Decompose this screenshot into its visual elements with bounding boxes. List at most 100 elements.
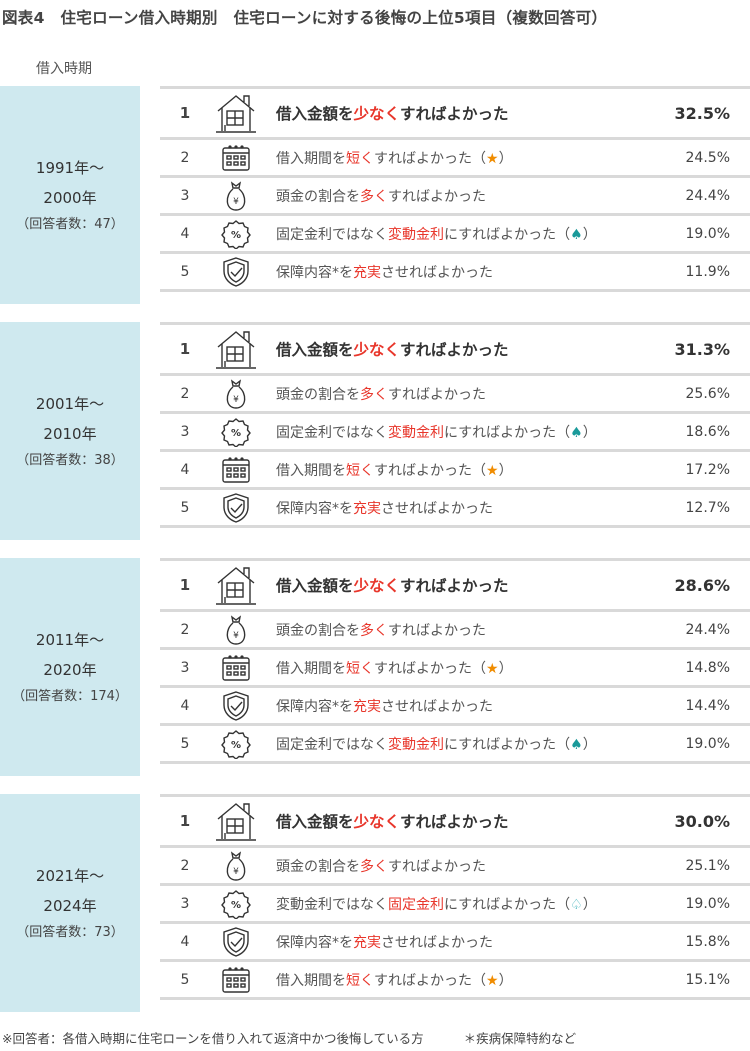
highlight-text: 多く <box>360 386 388 403</box>
item-text: 頭金の割合を <box>276 386 360 403</box>
period-end: 2020年 <box>43 661 97 679</box>
percentage: 17.2% <box>685 461 730 478</box>
item-text: すればよかった <box>388 188 486 205</box>
highlight-text: 多く <box>360 858 388 875</box>
item-text: 借入期間を <box>276 972 346 989</box>
item-text: させればよかった <box>381 698 493 715</box>
table-row: 3 % 変動金利ではなく固定金利にすればよかった（♤） 19.0% <box>160 886 750 924</box>
percentage: 32.5% <box>674 103 730 123</box>
rank: 5 <box>180 971 190 988</box>
percentage: 28.6% <box>674 575 730 595</box>
item-text: 借入金額を <box>276 341 354 359</box>
ranking-rows: 1 借入金額を少なくすればよかった 31.3% 2 ¥ 頭金の割合を多くすればよか… <box>160 322 750 528</box>
figure-title: 図表4 住宅ローン借入時期別 住宅ローンに対する後悔の上位5項目（複数回答可） <box>2 9 608 27</box>
regret-item: 固定金利ではなく変動金利にすればよかった（♠） <box>262 422 660 442</box>
table-row: 2 借入期間を短くすればよかった（★） 24.5% <box>160 140 750 178</box>
calendar-icon <box>210 456 262 484</box>
shield-check-icon <box>210 926 262 958</box>
money-bag-icon: ¥ <box>210 614 262 646</box>
money-bag-icon: ¥ <box>210 180 262 212</box>
percentage: 24.4% <box>685 187 730 204</box>
percentage: 31.3% <box>674 339 730 359</box>
rank: 2 <box>180 857 190 874</box>
table-row: 3 借入期間を短くすればよかった（★） 14.8% <box>160 650 750 688</box>
rank: 5 <box>180 735 190 752</box>
item-text: ） <box>498 660 513 677</box>
item-text: すればよかった <box>388 622 486 639</box>
highlight-text: 変動金利 <box>388 736 444 753</box>
ranking-rows: 1 借入金額を少なくすればよかった 30.0% 2 ¥ 頭金の割合を多くすればよか… <box>160 794 750 1000</box>
regret-item: 借入期間を短くすればよかった（★） <box>262 148 660 168</box>
item-text: すればよかった（ <box>374 660 486 677</box>
period-column-header: 借入時期 <box>36 61 92 77</box>
item-text: すればよかった <box>400 341 509 359</box>
table-row: 5 保障内容*を充実させればよかった 12.7% <box>160 490 750 528</box>
item-text: 借入金額を <box>276 813 354 831</box>
star-icon: ★ <box>486 972 499 989</box>
percent-badge-icon: % <box>210 417 262 447</box>
money-bag-icon: ¥ <box>210 850 262 882</box>
item-text: させればよかった <box>381 934 493 951</box>
rank: 2 <box>180 385 190 402</box>
respondent-count: （回答者数：47） <box>16 217 124 232</box>
highlight-text: 少なく <box>353 341 401 359</box>
item-text: 保障内容*を <box>276 500 353 517</box>
svg-text:%: % <box>231 740 241 751</box>
rank: 5 <box>180 263 190 280</box>
rank: 3 <box>180 895 190 912</box>
item-text: にすればよかった（ <box>444 226 571 243</box>
table-row: 4 借入期間を短くすればよかった（★） 17.2% <box>160 452 750 490</box>
regret-item: 借入金額を少なくすればよかった <box>262 810 660 832</box>
period-label: 2001年～ 2010年 （回答者数：38） <box>0 322 140 540</box>
period-start: 2011年～ <box>35 631 105 649</box>
period-end: 2000年 <box>43 189 97 207</box>
item-text: ） <box>498 150 513 167</box>
regret-item: 借入期間を短くすればよかった（★） <box>262 460 660 480</box>
item-text: 固定金利ではなく <box>276 226 388 243</box>
percentage: 18.6% <box>685 423 730 440</box>
spade-icon: ♠ <box>570 736 583 753</box>
item-text: すればよかった（ <box>374 150 486 167</box>
star-icon: ★ <box>486 462 499 479</box>
percentage: 12.7% <box>685 499 730 516</box>
table-row: 3 ¥ 頭金の割合を多くすればよかった 24.4% <box>160 178 750 216</box>
item-text: 変動金利ではなく <box>276 896 388 913</box>
item-text: すればよかった <box>400 105 509 123</box>
item-text: させればよかった <box>381 500 493 517</box>
highlight-text: 短く <box>346 462 374 479</box>
rank: 1 <box>179 104 191 122</box>
svg-text:%: % <box>231 230 241 241</box>
regret-item: 固定金利ではなく変動金利にすればよかった（♠） <box>262 224 660 244</box>
regret-item: 借入金額を少なくすればよかった <box>262 338 660 360</box>
svg-text:¥: ¥ <box>233 867 239 877</box>
table-row: 2 ¥ 頭金の割合を多くすればよかった 24.4% <box>160 612 750 650</box>
item-text: ） <box>582 226 597 243</box>
item-text: 頭金の割合を <box>276 858 360 875</box>
rank: 3 <box>180 423 190 440</box>
item-text: すればよかった <box>400 813 509 831</box>
regret-item: 保障内容*を充実させればよかった <box>262 262 660 282</box>
regret-item: 保障内容*を充実させればよかった <box>262 696 660 716</box>
rank: 4 <box>180 461 190 478</box>
item-text: すればよかった <box>400 577 509 595</box>
percentage: 14.4% <box>685 697 730 714</box>
svg-text:¥: ¥ <box>233 395 239 405</box>
regret-item: 頭金の割合を多くすればよかった <box>262 620 660 640</box>
star-icon: ★ <box>486 150 499 167</box>
percentage: 25.1% <box>685 857 730 874</box>
table-row: 4 保障内容*を充実させればよかった 14.4% <box>160 688 750 726</box>
regret-item: 借入金額を少なくすればよかった <box>262 102 660 124</box>
percentage: 19.0% <box>685 735 730 752</box>
item-text: 保障内容*を <box>276 264 353 281</box>
highlight-text: 短く <box>346 150 374 167</box>
svg-text:¥: ¥ <box>233 631 239 641</box>
item-text: 借入金額を <box>276 577 354 595</box>
ranking-rows: 1 借入金額を少なくすればよかった 28.6% 2 ¥ 頭金の割合を多くすればよか… <box>160 558 750 764</box>
item-text: 保障内容*を <box>276 698 353 715</box>
table-row: 5 % 固定金利ではなく変動金利にすればよかった（♠） 19.0% <box>160 726 750 764</box>
table-row: 2 ¥ 頭金の割合を多くすればよかった 25.6% <box>160 376 750 414</box>
highlight-text: 変動金利 <box>388 226 444 243</box>
highlight-text: 少なく <box>353 577 401 595</box>
shield-check-icon <box>210 492 262 524</box>
shield-check-icon <box>210 690 262 722</box>
